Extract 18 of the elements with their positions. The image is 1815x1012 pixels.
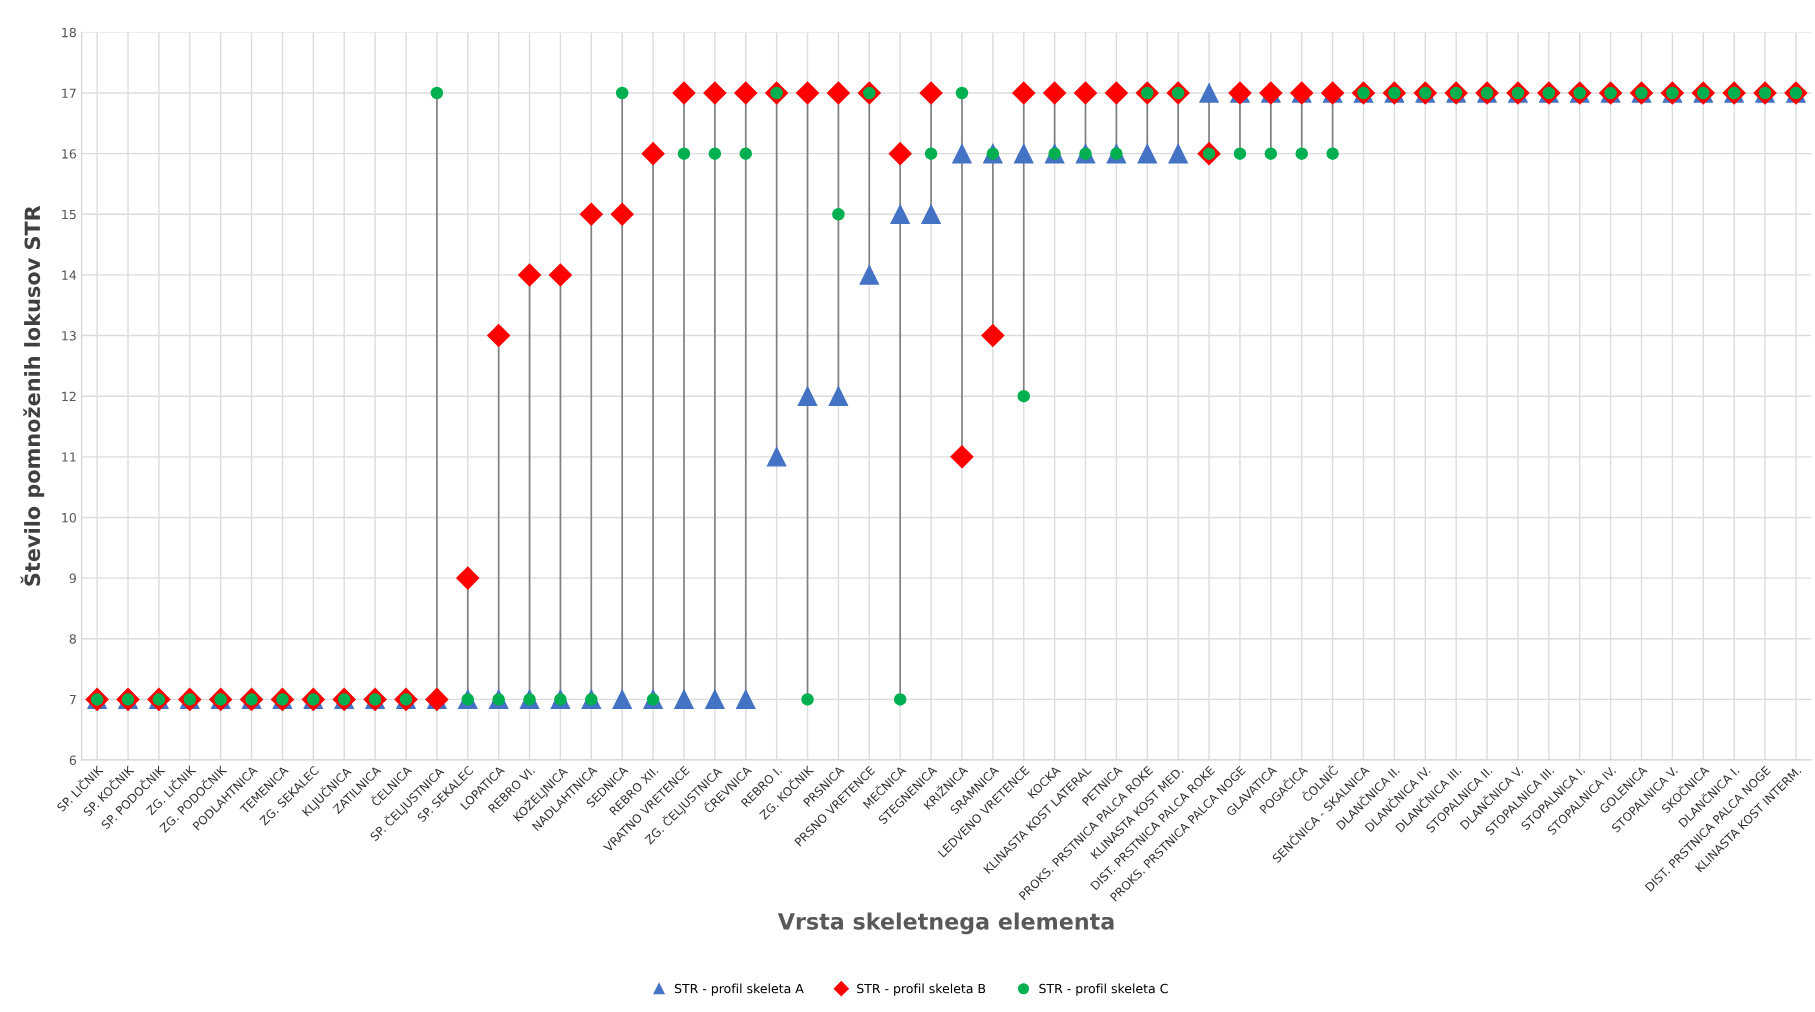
y-tick-label: 9 [69, 573, 76, 584]
y-tick-label: 8 [69, 634, 76, 644]
y-tick-label: 11 [62, 452, 76, 462]
legend-label: STR - profil skeleta C [1039, 983, 1168, 996]
y-tick-label: 7 [69, 695, 76, 705]
y-axis-title: Število pomnoženih lokusov STR [20, 205, 45, 586]
x-axis-title: Vrsta skeletnega elementa [777, 912, 1114, 935]
y-tick-label: 15 [62, 209, 76, 220]
y-tick-label: 10 [62, 512, 76, 523]
y-tick-label: 17 [62, 88, 76, 98]
y-tick-label: 18 [62, 27, 76, 38]
y-tick-label: 6 [69, 755, 77, 765]
y-tick-label: 16 [62, 149, 77, 159]
legend-label: STR - profil skeleta B [857, 983, 986, 996]
y-tick-label: 14 [62, 270, 77, 280]
legend-label: STR - profil skeleta A [674, 983, 804, 996]
y-tick-label: 12 [62, 391, 76, 401]
y-tick-label: 13 [62, 331, 76, 341]
